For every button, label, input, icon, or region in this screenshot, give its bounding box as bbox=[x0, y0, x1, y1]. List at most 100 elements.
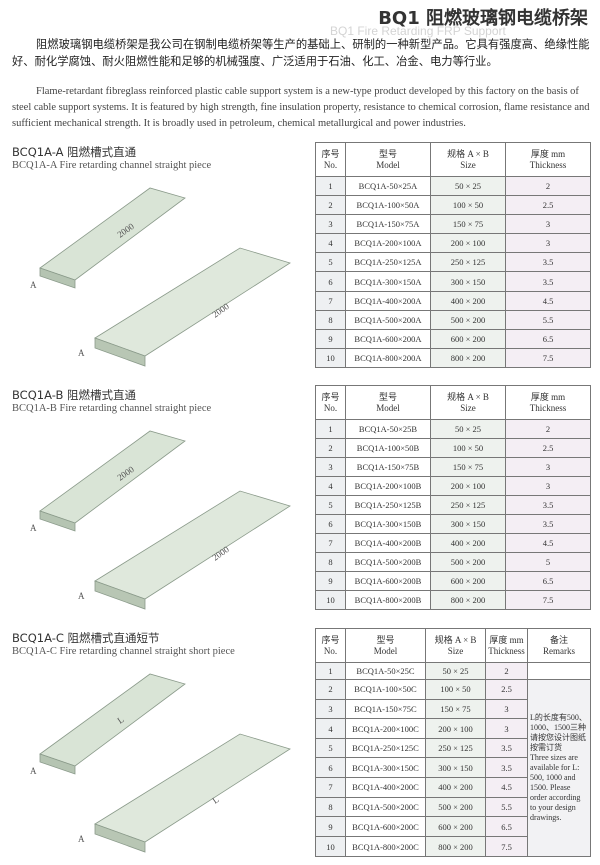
table-row: 4 BCQ1A-200×100B 200 × 100 3 bbox=[315, 476, 591, 496]
table-cell: 7 bbox=[315, 533, 346, 553]
section-heading-en: BCQ1A-B Fire retarding channel straight … bbox=[12, 403, 212, 414]
table-row: 8 BCQ1A-500×200A 500 × 200 5.5 bbox=[315, 309, 591, 330]
section-heading: BCQ1A-B 阻燃槽式直通 bbox=[12, 388, 136, 402]
table-cell: 4 bbox=[315, 233, 346, 254]
table-row: 1 BCQ1A-50×25B 50 × 25 2 bbox=[315, 419, 591, 439]
table-row: 1 BCQ1A-50×25A 50 × 25 2 bbox=[315, 175, 591, 197]
table-cell: BCQ1A-300×150C bbox=[345, 757, 426, 779]
table-row: 7 BCQ1A-400×200C 400 × 200 4.5 bbox=[315, 777, 591, 798]
table-cell: 8 bbox=[315, 796, 346, 818]
table-cell: BCQ1A-250×125C bbox=[345, 737, 426, 759]
subtitle: BQ1 Fire Retarding FRP Support bbox=[330, 24, 506, 38]
table-cell: 4.5 bbox=[505, 290, 591, 311]
dimension-label: A bbox=[78, 834, 85, 844]
table-cell: 5.5 bbox=[505, 309, 591, 330]
table-cell: 7 bbox=[315, 290, 346, 311]
table-cell: 3.5 bbox=[505, 271, 591, 292]
table-row: 6 BCQ1A-300×150C 300 × 150 3.5 bbox=[315, 757, 591, 779]
spec-table: 序号 No. 型号 Model 规格 A × B Size 厚度 mm Thickne… bbox=[315, 385, 591, 610]
table-cell: 2 bbox=[505, 419, 591, 439]
channel-shape bbox=[94, 337, 146, 367]
table-cell: 100 × 50 bbox=[430, 438, 506, 458]
table-cell: 5 bbox=[315, 495, 346, 515]
dimension-label: A bbox=[78, 591, 85, 601]
table-cell: 3.5 bbox=[505, 514, 591, 534]
table-cell: 2 bbox=[315, 195, 346, 216]
table-cell: 400 × 200 bbox=[425, 777, 486, 798]
table-cell: BCQ1A-600×200A bbox=[345, 328, 431, 349]
table-cell: 2 bbox=[485, 662, 528, 680]
table-cell: 9 bbox=[315, 571, 346, 591]
table-cell: 600 × 200 bbox=[425, 816, 486, 838]
table-cell: 200 × 100 bbox=[425, 718, 486, 739]
table-cell: 300 × 150 bbox=[430, 514, 506, 534]
channel-shape bbox=[94, 823, 146, 853]
table-cell: 8 bbox=[315, 309, 346, 330]
table-cell: 1 bbox=[315, 662, 346, 680]
channel-shape bbox=[94, 247, 291, 357]
table-cell: 5 bbox=[315, 737, 346, 759]
table-cell: BCQ1A-800×200B bbox=[345, 590, 431, 610]
header-row: 序号 No. 型号 Model 规格 A × B Size 厚度 mm Thickne… bbox=[315, 628, 591, 663]
channel-shape bbox=[94, 490, 291, 600]
table-cell: BCQ1A-500×200C bbox=[345, 796, 426, 818]
table-row: 9 BCQ1A-600×200B 600 × 200 6.5 bbox=[315, 571, 591, 591]
table-cell: BCQ1A-50×25B bbox=[345, 419, 431, 439]
table-cell: 6 bbox=[315, 757, 346, 779]
header-cell: 型号 Model bbox=[345, 628, 426, 663]
table-row: 9 BCQ1A-600×200A 600 × 200 6.5 bbox=[315, 328, 591, 349]
spec-table: 序号 No. 型号 Model 规格 A × B Size 厚度 mm Thickne… bbox=[315, 142, 591, 369]
table-row: 10 BCQ1A-800×200C 800 × 200 7.5 bbox=[315, 836, 591, 857]
table-cell: 6 bbox=[315, 271, 346, 292]
table-cell: BCQ1A-100×50A bbox=[345, 195, 431, 216]
dimension-label: L bbox=[115, 714, 125, 725]
table-cell: 4.5 bbox=[485, 777, 528, 798]
table-cell: 4 bbox=[315, 718, 346, 739]
table-cell: 500 × 200 bbox=[430, 552, 506, 572]
table-cell: 100 × 50 bbox=[430, 195, 506, 216]
table-cell: BCQ1A-50×25C bbox=[345, 662, 426, 680]
header-cell: 序号 No. bbox=[315, 142, 346, 177]
intro-zh: 阻燃玻璃钢电缆桥架是我公司在钢制电缆桥架等生产的基础上、研制的一种新型产品。它具… bbox=[12, 38, 590, 68]
table-cell: BCQ1A-250×125B bbox=[345, 495, 431, 515]
table-cell: 4.5 bbox=[505, 533, 591, 553]
table-cell: 8 bbox=[315, 552, 346, 572]
table-cell: BCQ1A-400×200B bbox=[345, 533, 431, 553]
table-cell: 3.5 bbox=[485, 737, 528, 759]
table-cell: 2.5 bbox=[505, 195, 591, 216]
table-cell: 9 bbox=[315, 328, 346, 349]
header-cell: 型号 Model bbox=[345, 385, 431, 420]
table-cell: BCQ1A-300×150A bbox=[345, 271, 431, 292]
table-row: 2 BCQ1A-100×50C 100 × 50 2.5 L的长度有500、1000、1… bbox=[315, 678, 591, 858]
title: BQ1 阻燃玻璃钢电缆桥架 bbox=[378, 8, 588, 29]
table-cell: 6.5 bbox=[505, 571, 591, 591]
table-cell: 5.5 bbox=[485, 796, 528, 818]
dimension-label: A bbox=[30, 766, 37, 776]
table-cell: BCQ1A-200×100A bbox=[345, 233, 431, 254]
dimension-label: A bbox=[30, 523, 37, 533]
header-cell: 序号 No. bbox=[315, 385, 346, 420]
table-cell: BCQ1A-600×200B bbox=[345, 571, 431, 591]
table-row: 5 BCQ1A-250×125A 250 × 125 3.5 bbox=[315, 252, 591, 273]
dimension-label: A bbox=[78, 348, 85, 358]
table-cell: 6 bbox=[315, 514, 346, 534]
table-cell: 50 × 25 bbox=[430, 419, 506, 439]
table-cell: BCQ1A-800×200C bbox=[345, 836, 426, 857]
table-cell: 50 × 25 bbox=[425, 662, 486, 680]
table-cell: 800 × 200 bbox=[430, 590, 506, 610]
table-cell: 3 bbox=[505, 457, 591, 477]
table-cell: 3 bbox=[315, 457, 346, 477]
table-cell: 2.5 bbox=[505, 438, 591, 458]
section-heading-en: BCQ1A-A Fire retarding channel straight … bbox=[12, 160, 212, 171]
table-cell: 2.5 bbox=[485, 678, 528, 700]
table-cell: 600 × 200 bbox=[430, 328, 506, 349]
table-cell: BCQ1A-400×200C bbox=[345, 777, 426, 798]
table-row: 6 BCQ1A-300×150B 300 × 150 3.5 bbox=[315, 514, 591, 534]
table-cell: BCQ1A-200×100B bbox=[345, 476, 431, 496]
table-cell: 7.5 bbox=[485, 836, 528, 857]
table-cell: 10 bbox=[315, 836, 346, 857]
table-row: 3 BCQ1A-150×75B 150 × 75 3 bbox=[315, 457, 591, 477]
table-row: 7 BCQ1A-400×200A 400 × 200 4.5 bbox=[315, 290, 591, 311]
table-cell: 400 × 200 bbox=[430, 533, 506, 553]
